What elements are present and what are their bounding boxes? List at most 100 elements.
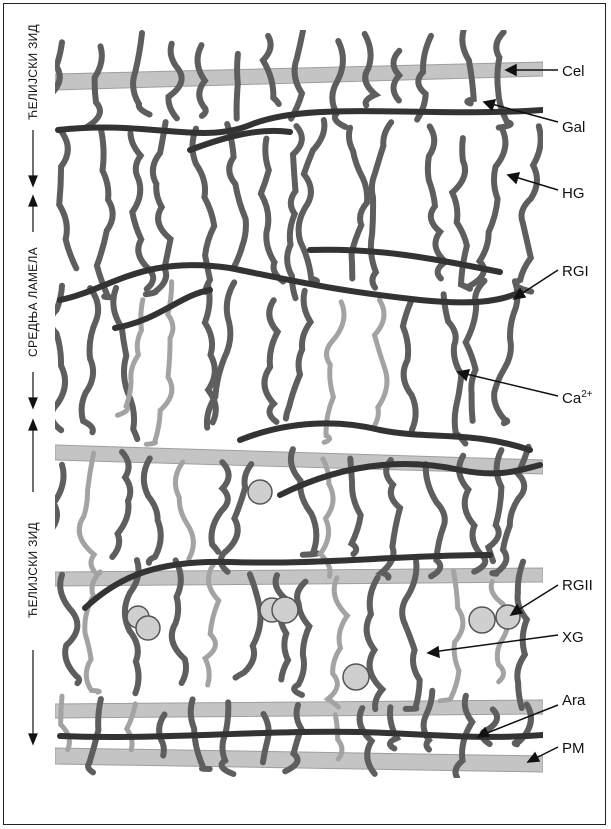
polysaccharide-strand bbox=[459, 30, 477, 107]
region-markers bbox=[28, 130, 38, 746]
rgii-blob bbox=[247, 479, 273, 505]
polysaccharide-strand bbox=[78, 285, 102, 436]
polysaccharide-strand bbox=[491, 278, 521, 427]
rgi-chain bbox=[237, 420, 533, 453]
polysaccharide-strand bbox=[172, 459, 196, 562]
polysaccharide-strand bbox=[288, 30, 306, 122]
label-hg: HG bbox=[562, 185, 585, 202]
label-ca: Ca2+ bbox=[562, 389, 593, 407]
polysaccharide-strand bbox=[85, 696, 104, 776]
polysaccharide-strand bbox=[420, 687, 436, 753]
polysaccharide-strand bbox=[465, 127, 509, 290]
polysaccharide-strand bbox=[284, 123, 305, 302]
polysaccharide-strand bbox=[233, 50, 241, 122]
label-rgi: RGI bbox=[562, 263, 589, 280]
polysaccharide-strand bbox=[57, 571, 83, 687]
polysaccharide-strand bbox=[361, 30, 382, 109]
label-ca-superscript: 2+ bbox=[581, 389, 593, 400]
polysaccharide-strand bbox=[347, 455, 364, 557]
polysaccharide-strand bbox=[82, 569, 103, 695]
polysaccharide-strand bbox=[109, 448, 134, 560]
polysaccharide-strand bbox=[456, 452, 489, 575]
polysaccharide-strand bbox=[282, 287, 315, 422]
polysaccharide-strand bbox=[259, 32, 282, 107]
polysaccharide-strand bbox=[387, 704, 402, 752]
side-label-middle-lamella: СРЕДЊА ЛАМЕЛА bbox=[26, 247, 40, 357]
polysaccharide-strand bbox=[55, 39, 65, 95]
rgii-blob bbox=[342, 663, 370, 691]
polysaccharide-strand bbox=[356, 705, 378, 777]
polysaccharide-strand bbox=[201, 561, 222, 688]
polysaccharide-strand bbox=[291, 578, 313, 698]
polysaccharide-strand bbox=[203, 279, 238, 431]
polysaccharide-strand bbox=[488, 579, 511, 685]
polysaccharide-strand bbox=[323, 575, 351, 710]
polysaccharide-strand bbox=[332, 712, 345, 762]
polysaccharide-strand bbox=[452, 692, 476, 778]
polysaccharide-strand bbox=[261, 297, 282, 425]
polysaccharide-strand bbox=[56, 129, 80, 272]
polysaccharide-strand bbox=[217, 461, 255, 575]
polysaccharide-strand bbox=[224, 121, 249, 271]
polysaccharide-strand bbox=[208, 459, 232, 555]
polysaccharide-strand bbox=[272, 572, 292, 683]
label-ara: Ara bbox=[562, 692, 586, 709]
label-xg: XG bbox=[562, 629, 584, 646]
polysaccharide-strand bbox=[83, 43, 105, 131]
label-pm: PM bbox=[562, 740, 585, 757]
rgi-chain bbox=[307, 246, 503, 275]
polysaccharide-strand bbox=[367, 119, 395, 291]
polysaccharide-strand bbox=[512, 123, 543, 295]
polysaccharide-strand bbox=[127, 130, 157, 292]
polysaccharide-strand bbox=[422, 461, 448, 580]
polysaccharide-strand bbox=[375, 457, 404, 581]
cellulose-fibril-mid-b bbox=[55, 567, 543, 587]
label-cel: Cel bbox=[562, 63, 585, 80]
rgii-blob bbox=[135, 615, 161, 641]
rgii-blobs bbox=[126, 479, 521, 691]
polysaccharide-strand bbox=[165, 40, 185, 122]
polysaccharide-strand bbox=[493, 30, 514, 131]
polysaccharide-strand bbox=[329, 38, 349, 130]
rgi-chain bbox=[277, 461, 543, 498]
polysaccharide-strand bbox=[424, 123, 451, 282]
polysaccharide-strand bbox=[187, 696, 213, 772]
polysaccharide-strand bbox=[257, 135, 287, 285]
polysaccharide-strand bbox=[156, 711, 168, 759]
polysaccharide-strand bbox=[123, 701, 138, 753]
polysaccharide-strand bbox=[321, 299, 347, 445]
polysaccharide-strand bbox=[115, 297, 146, 418]
polysaccharide-strand bbox=[514, 558, 531, 711]
label-ca-base: Ca bbox=[562, 390, 582, 407]
polysaccharide-strand bbox=[121, 557, 142, 697]
rgi-chain bbox=[187, 127, 293, 153]
rgi-chain bbox=[57, 262, 523, 306]
side-label-cell-wall-top: ЋЕЛИЈСКИ ЗИД bbox=[26, 24, 40, 120]
polysaccharide-strand bbox=[130, 30, 153, 118]
polysaccharide-strand bbox=[345, 124, 371, 282]
polysaccharide-strand bbox=[168, 557, 190, 686]
label-rgii: RGII bbox=[562, 577, 593, 594]
label-gal: Gal bbox=[562, 119, 585, 136]
polysaccharide-strand bbox=[390, 47, 404, 104]
polysaccharide-strand bbox=[259, 711, 272, 766]
polysaccharide-strand bbox=[58, 693, 72, 753]
polysaccharide-strand bbox=[55, 461, 67, 530]
rgii-blob bbox=[468, 606, 496, 634]
polysaccharide-strand bbox=[282, 702, 305, 775]
polysaccharide-strand bbox=[484, 447, 505, 565]
rgi-chains bbox=[55, 107, 543, 740]
callouts bbox=[426, 63, 559, 763]
polysaccharide-strand bbox=[232, 571, 264, 681]
polysaccharide-strand bbox=[93, 128, 116, 301]
polysaccharide-strand bbox=[399, 298, 419, 434]
rgii-blob bbox=[271, 596, 299, 624]
side-label-cell-wall-bottom: ЋЕЛИЈСКИ ЗИД bbox=[26, 522, 40, 618]
polysaccharide-strand bbox=[448, 135, 473, 292]
polysaccharide-strand bbox=[414, 32, 434, 123]
polysaccharide-strand bbox=[76, 450, 98, 575]
rgi-chain bbox=[112, 287, 213, 331]
polysaccharide-strand bbox=[371, 297, 390, 429]
rgi-chain bbox=[55, 107, 543, 136]
polysaccharide-strand bbox=[489, 443, 532, 577]
